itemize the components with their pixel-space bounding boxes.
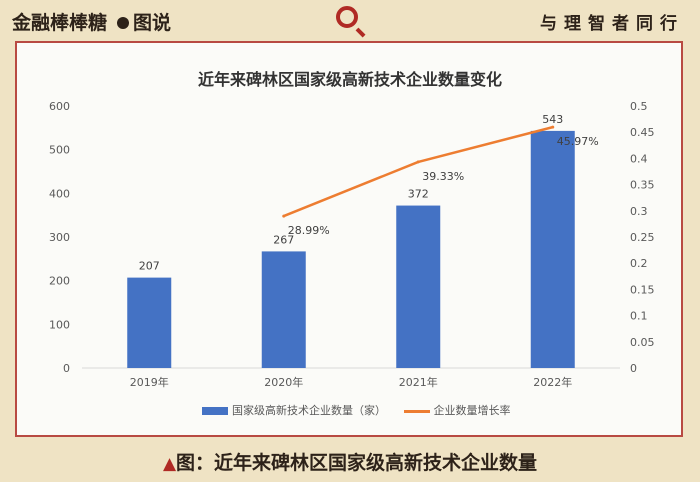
figure-caption: ▲图：近年来碑林区国家级高新技术企业数量	[0, 448, 700, 475]
brand-logo: 金融棒棒糖 图说	[12, 8, 171, 35]
bar-value-label: 543	[542, 113, 563, 126]
y-left-tick-label: 300	[49, 231, 70, 244]
x-tick-label: 2022年	[533, 375, 572, 389]
y-left-tick-label: 200	[49, 275, 70, 288]
chart-legend: 国家级高新技术企业数量（家） 企业数量增长率	[202, 402, 525, 418]
y-right-tick-label: 0.1	[630, 310, 648, 323]
top-bar: 金融棒棒糖 图说 与理智者同行	[0, 0, 700, 40]
bar	[396, 205, 441, 368]
y-left-tick-label: 100	[49, 318, 70, 331]
legend-label-bars: 国家级高新技术企业数量（家）	[232, 404, 386, 417]
legend-label-line: 企业数量增长率	[433, 404, 511, 417]
magnifier-icon	[336, 6, 358, 28]
caption-text: 图：近年来碑林区国家级高新技术企业数量	[176, 452, 538, 474]
y-right-tick-label: 0.2	[630, 257, 648, 270]
triangle-marker-icon: ▲	[162, 454, 177, 474]
slogan: 与理智者同行	[540, 14, 684, 34]
y-right-tick-label: 0.25	[630, 231, 655, 244]
y-right-tick-label: 0.05	[630, 336, 655, 349]
growth-rate-point	[416, 160, 420, 164]
bar	[530, 130, 575, 368]
bar	[127, 277, 172, 368]
legend-item-bars: 国家级高新技术企业数量（家）	[202, 402, 386, 418]
legend-swatch-line	[403, 409, 430, 413]
y-right-tick-label: 0.4	[630, 152, 648, 165]
y-right-tick-label: 0.5	[630, 100, 648, 113]
brand-name: 金融棒棒糖	[12, 12, 108, 34]
x-tick-label: 2020年	[264, 375, 303, 389]
growth-rate-point	[282, 214, 286, 218]
bar-value-label: 372	[408, 188, 429, 201]
legend-swatch-bar	[202, 407, 228, 415]
x-tick-label: 2021年	[399, 375, 438, 389]
y-left-tick-label: 600	[49, 100, 70, 113]
y-right-tick-label: 0.3	[630, 205, 648, 218]
bar-value-label: 267	[273, 233, 294, 246]
bar-value-label: 207	[139, 260, 160, 273]
y-right-tick-label: 0	[630, 362, 637, 375]
y-left-tick-label: 0	[63, 362, 70, 375]
record-dot-icon	[117, 17, 130, 29]
y-right-tick-label: 0.35	[630, 179, 655, 192]
y-left-tick-label: 400	[49, 187, 70, 200]
y-right-tick-label: 0.15	[630, 283, 655, 296]
bar	[261, 251, 306, 368]
growth-rate-label: 28.99%	[288, 224, 330, 237]
y-left-tick-label: 500	[49, 144, 70, 157]
growth-rate-line	[283, 125, 554, 218]
chart-title: 近年来碑林区国家级高新技术企业数量变化	[197, 70, 502, 89]
growth-rate-label: 39.33%	[422, 170, 464, 183]
x-tick-label: 2019年	[130, 375, 169, 389]
legend-item-line: 企业数量增长率	[403, 402, 511, 418]
section-label: 图说	[133, 12, 172, 34]
growth-rate-point	[551, 125, 555, 129]
growth-rate-label: 45.97%	[557, 135, 599, 148]
y-right-tick-label: 0.45	[630, 126, 655, 139]
